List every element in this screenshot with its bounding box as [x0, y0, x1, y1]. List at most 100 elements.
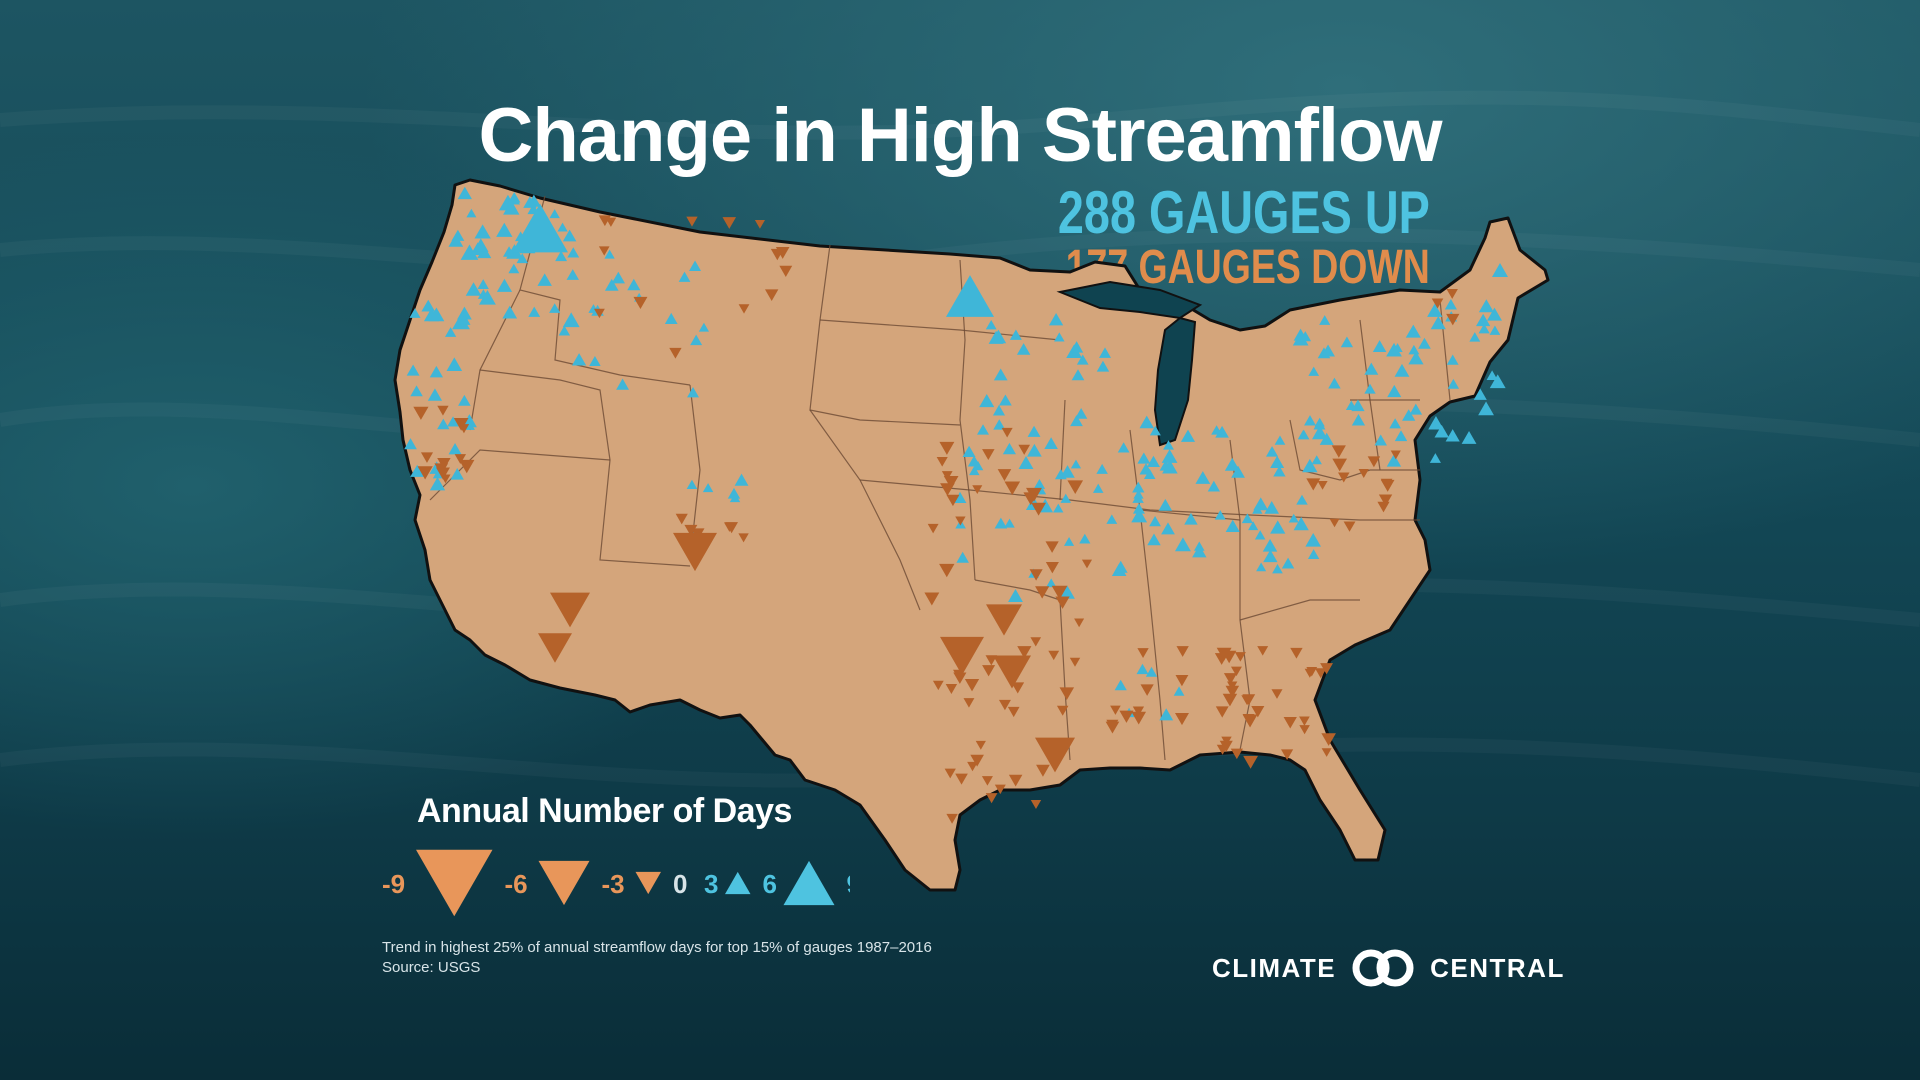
- gauge-up-marker: [549, 303, 561, 313]
- gauge-up-marker: [664, 312, 678, 324]
- gauge-down-marker: [770, 248, 784, 261]
- gauge-down-marker: [1001, 427, 1013, 438]
- gauge-down-marker-large: [550, 592, 590, 628]
- gauge-down-marker: [1446, 313, 1460, 326]
- gauge-up-marker: [1312, 425, 1328, 440]
- gauge-down-marker: [945, 684, 958, 694]
- gauge-up-marker: [1418, 337, 1431, 349]
- gauge-up-marker: [406, 364, 420, 376]
- gauge-down-marker: [1225, 685, 1240, 698]
- gauge-down-marker: [1059, 687, 1075, 700]
- gauge-down-marker: [1175, 712, 1189, 726]
- legend-down-triangle: [635, 871, 661, 895]
- gauge-down-marker: [1299, 716, 1310, 726]
- gauge-up-marker-large: [946, 275, 994, 317]
- gauge-down-marker: [437, 457, 451, 470]
- gauge-down-marker: [1140, 684, 1154, 696]
- gauge-down-marker: [1241, 695, 1253, 706]
- gauge-up-marker: [557, 222, 568, 232]
- gauge-down-marker: [939, 441, 955, 455]
- gauge-down-marker: [1221, 650, 1237, 664]
- gauge-up-marker: [994, 517, 1008, 529]
- gauge-up-marker: [1149, 515, 1161, 527]
- gauge-up-marker: [1139, 415, 1154, 429]
- gauge-up-marker: [1270, 520, 1286, 534]
- gauge-down-marker: [997, 469, 1012, 481]
- gauge-up-marker: [448, 442, 462, 455]
- gauge-down-marker: [1299, 725, 1310, 735]
- gauge-up-marker: [1143, 469, 1156, 480]
- gauge-up-marker: [1099, 347, 1112, 358]
- gauge-up-marker: [1059, 585, 1075, 599]
- gauge-up-marker: [549, 209, 560, 219]
- gauge-up-marker: [1044, 437, 1058, 449]
- gauge-up-marker: [479, 289, 496, 305]
- gauge-up-marker: [1231, 465, 1245, 478]
- legend: -9 -6 -3 03 6 9: [382, 849, 851, 917]
- gauge-up-marker: [1136, 663, 1149, 675]
- gauge-down-marker-large: [986, 604, 1022, 636]
- gauge-down-marker: [1290, 647, 1303, 659]
- gauge-down-marker: [1175, 675, 1189, 687]
- gauge-up-marker: [1162, 459, 1178, 474]
- gauge-up-marker: [1133, 489, 1144, 499]
- gauge-up-marker: [404, 438, 417, 450]
- gauge-down-marker: [953, 672, 967, 684]
- gauge-up-marker: [1281, 557, 1295, 569]
- gauge-down-marker: [675, 513, 688, 525]
- gauge-down-marker: [1067, 480, 1084, 494]
- gauge-up-marker: [1292, 331, 1309, 346]
- gauge-down-marker: [1378, 494, 1393, 507]
- gauge-up-marker: [727, 487, 741, 499]
- gauge-up-marker: [503, 246, 516, 257]
- gauge-up-marker: [523, 196, 537, 208]
- gauge-down-marker: [964, 679, 980, 692]
- gauge-down-marker: [1251, 705, 1265, 718]
- legend-up-triangle: [725, 871, 751, 895]
- gauge-down-marker: [981, 776, 993, 786]
- gauge-up-marker: [477, 245, 492, 259]
- gauge-up-marker: [1328, 377, 1341, 389]
- gauge-up-marker: [1461, 430, 1477, 444]
- gauge-up-marker: [1394, 430, 1408, 442]
- gauge-up-marker: [465, 282, 482, 296]
- gauge-up-marker: [956, 551, 969, 563]
- gauge-down-marker: [941, 471, 953, 481]
- gauge-down-marker: [453, 418, 469, 431]
- gauge-down-marker: [437, 405, 449, 416]
- gauge-down-marker: [946, 494, 960, 507]
- footnote: Trend in highest 25% of annual streamflo…: [382, 938, 932, 978]
- gauge-up-marker: [1478, 323, 1490, 334]
- gauge-down-marker: [1332, 458, 1347, 472]
- gauge-up-marker: [1161, 449, 1178, 463]
- gauge-down-marker: [1026, 487, 1042, 502]
- gauge-up-marker: [571, 353, 587, 366]
- gauge-up-marker: [1308, 366, 1320, 376]
- gauge-down-marker: [1283, 716, 1297, 729]
- gauge-up-marker: [1174, 537, 1191, 552]
- gauge-down-marker: [722, 217, 737, 229]
- gauge-up-marker: [1270, 455, 1285, 468]
- brand-word-left: CLIMATE: [1212, 952, 1337, 983]
- gauge-up-marker: [1478, 299, 1494, 313]
- gauge-up-marker: [1002, 442, 1016, 455]
- gauge-up-marker: [1340, 336, 1354, 348]
- gauge-down-marker: [436, 467, 450, 480]
- gauge-up-marker: [1092, 483, 1104, 493]
- gauge-up-marker: [1402, 409, 1416, 421]
- gauge-up-marker: [1489, 325, 1501, 335]
- gauge-up-marker: [616, 378, 629, 390]
- gauge-up-marker: [1486, 370, 1498, 380]
- legend-label: 9: [847, 869, 851, 899]
- legend-label: 3: [704, 869, 718, 899]
- gauge-up-marker: [1008, 589, 1023, 602]
- gauge-up-marker: [611, 271, 625, 284]
- gauge-down-marker: [1446, 288, 1458, 299]
- legend-up-triangle: [783, 860, 835, 906]
- gauge-up-marker: [993, 419, 1006, 430]
- gauge-up-marker: [1430, 316, 1446, 330]
- footnote-source: Source: USGS: [382, 959, 481, 976]
- gauge-down-marker: [754, 219, 765, 229]
- gauge-up-marker: [977, 424, 990, 435]
- gauge-down-marker: [1105, 721, 1120, 734]
